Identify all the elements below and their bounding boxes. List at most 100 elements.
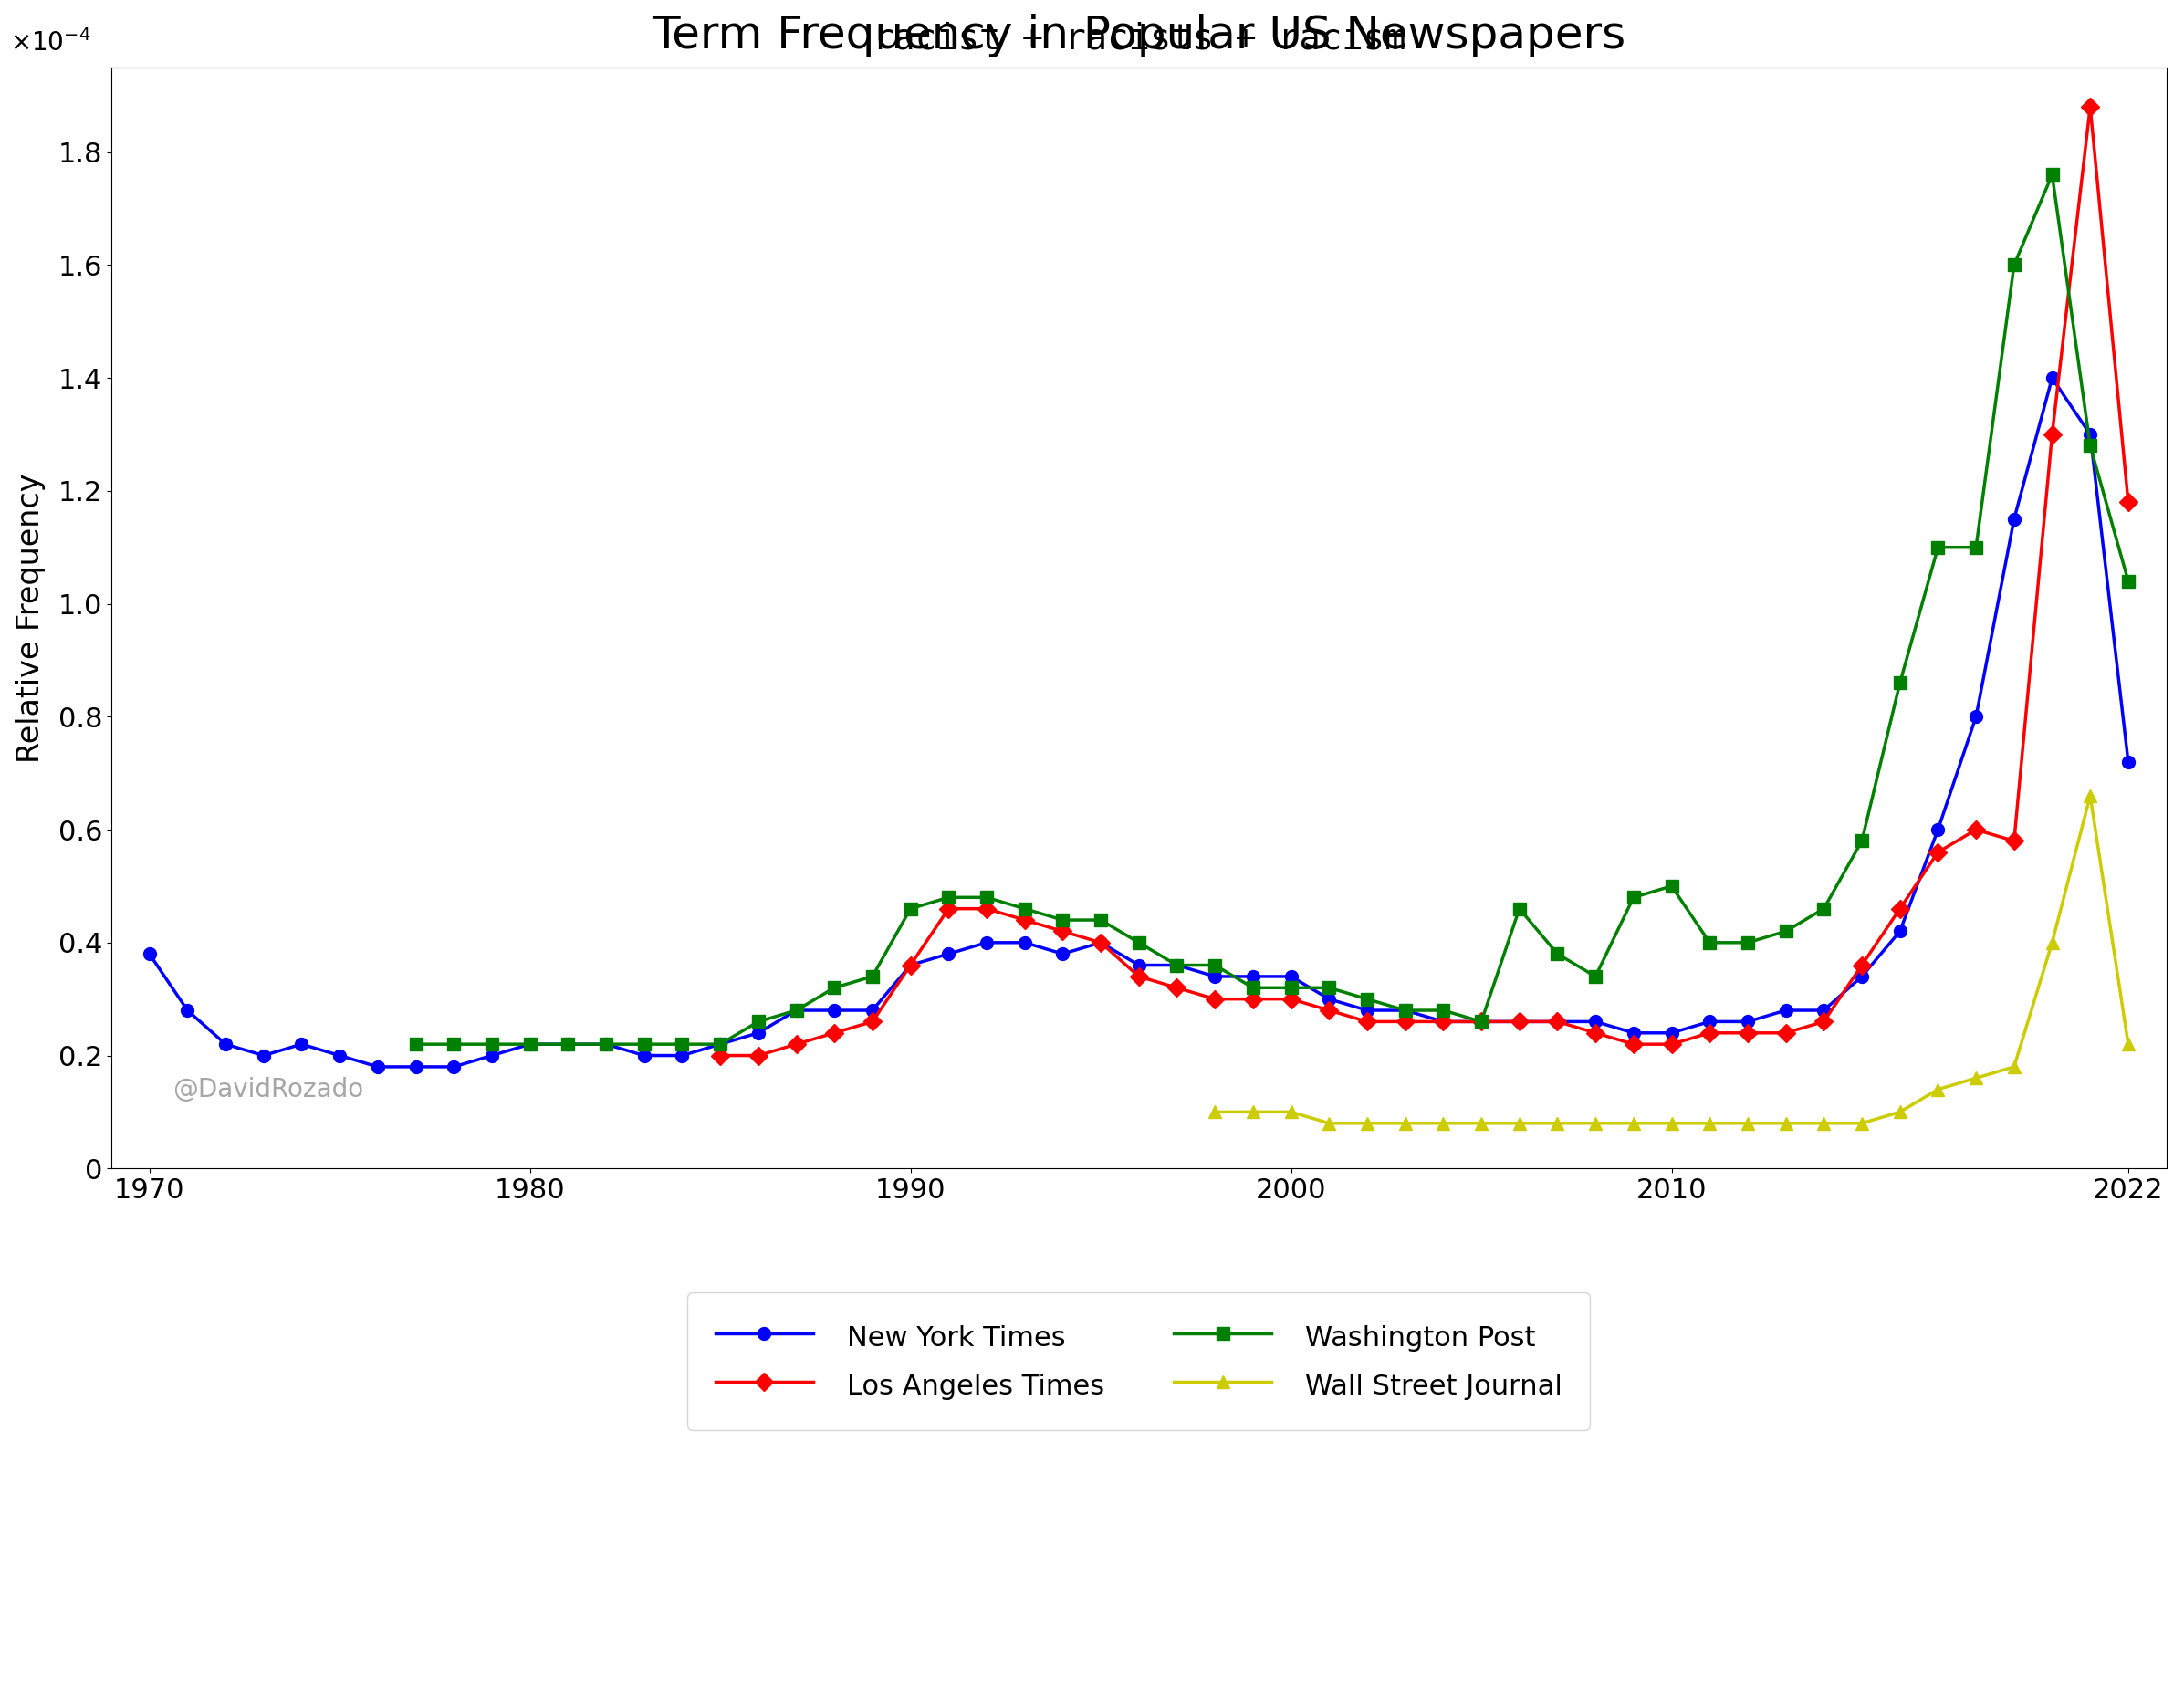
Washington Post bbox=[1125, 932, 1151, 952]
Los Angeles Times bbox=[1051, 922, 1077, 942]
Los Angeles Times bbox=[1354, 1011, 1380, 1031]
Washington Post bbox=[1011, 898, 1037, 918]
Wall Street Journal bbox=[1621, 1113, 1647, 1134]
New York Times bbox=[135, 944, 162, 964]
Wall Street Journal bbox=[1811, 1113, 1837, 1134]
Los Angeles Times bbox=[2001, 831, 2027, 851]
Washington Post bbox=[402, 1034, 428, 1055]
Washington Post bbox=[745, 1011, 771, 1031]
Washington Post bbox=[1924, 537, 1950, 557]
Washington Post bbox=[1241, 977, 1267, 997]
Los Angeles Times bbox=[1887, 898, 1913, 918]
Los Angeles Times bbox=[745, 1046, 771, 1066]
New York Times bbox=[1468, 1011, 1494, 1031]
Y-axis label: Relative Frequency: Relative Frequency bbox=[15, 473, 46, 764]
Wall Street Journal bbox=[1924, 1080, 1950, 1100]
Los Angeles Times bbox=[1963, 819, 1990, 839]
Washington Post bbox=[821, 977, 847, 997]
Washington Post bbox=[1621, 888, 1647, 908]
Washington Post bbox=[784, 1001, 810, 1021]
Wall Street Journal bbox=[1773, 1113, 1800, 1134]
Los Angeles Times bbox=[935, 898, 961, 918]
Wall Street Journal bbox=[1278, 1102, 1304, 1122]
Wall Street Journal bbox=[1544, 1113, 1570, 1134]
Los Angeles Times bbox=[1011, 910, 1037, 930]
Los Angeles Times bbox=[1507, 1011, 1533, 1031]
Text: @DavidRozado: @DavidRozado bbox=[173, 1076, 365, 1102]
New York Times bbox=[365, 1056, 391, 1076]
Los Angeles Times bbox=[1278, 989, 1304, 1009]
Washington Post bbox=[441, 1034, 467, 1055]
Washington Post bbox=[2114, 572, 2140, 592]
Washington Post bbox=[1811, 898, 1837, 918]
Los Angeles Times bbox=[2114, 493, 2140, 513]
Washington Post bbox=[555, 1034, 581, 1055]
Text: racist + racists + racism: racist + racists + racism bbox=[871, 22, 1406, 57]
Washington Post bbox=[1544, 944, 1570, 964]
Los Angeles Times bbox=[1544, 1011, 1570, 1031]
Los Angeles Times bbox=[1125, 967, 1151, 987]
Los Angeles Times bbox=[974, 898, 1000, 918]
Los Angeles Times bbox=[1164, 977, 1190, 997]
Washington Post bbox=[974, 888, 1000, 908]
Wall Street Journal bbox=[1887, 1102, 1913, 1122]
New York Times bbox=[1354, 1001, 1380, 1021]
Los Angeles Times bbox=[1811, 1011, 1837, 1031]
Washington Post bbox=[2001, 256, 2027, 276]
Wall Street Journal bbox=[1431, 1113, 1457, 1134]
Los Angeles Times bbox=[784, 1034, 810, 1055]
Wall Street Journal bbox=[1583, 1113, 1610, 1134]
Wall Street Journal bbox=[2114, 1034, 2140, 1055]
Wall Street Journal bbox=[1848, 1113, 1874, 1134]
Washington Post bbox=[898, 898, 924, 918]
Washington Post bbox=[478, 1034, 505, 1055]
New York Times bbox=[708, 1034, 734, 1055]
Washington Post bbox=[518, 1034, 544, 1055]
Washington Post bbox=[1317, 977, 1343, 997]
Wall Street Journal bbox=[2040, 932, 2066, 952]
Line: Washington Post: Washington Post bbox=[408, 168, 2134, 1051]
Wall Street Journal bbox=[1354, 1113, 1380, 1134]
Washington Post bbox=[1963, 537, 1990, 557]
New York Times bbox=[1697, 1011, 1723, 1031]
Los Angeles Times bbox=[1391, 1011, 1417, 1031]
New York Times bbox=[1317, 989, 1343, 1009]
Los Angeles Times bbox=[858, 1011, 885, 1031]
Wall Street Journal bbox=[1468, 1113, 1494, 1134]
Wall Street Journal bbox=[2001, 1056, 2027, 1076]
Washington Post bbox=[592, 1034, 618, 1055]
Washington Post bbox=[1734, 932, 1760, 952]
Washington Post bbox=[1354, 989, 1380, 1009]
Los Angeles Times bbox=[1621, 1034, 1647, 1055]
Washington Post bbox=[858, 967, 885, 987]
Title: Term Frequency in Popular US Newspapers: Term Frequency in Popular US Newspapers bbox=[651, 13, 1625, 57]
Wall Street Journal bbox=[1658, 1113, 1684, 1134]
New York Times bbox=[1431, 1011, 1457, 1031]
Washington Post bbox=[1391, 1001, 1417, 1021]
Wall Street Journal bbox=[1241, 1102, 1267, 1122]
Los Angeles Times bbox=[1848, 955, 1874, 976]
Los Angeles Times bbox=[708, 1046, 734, 1066]
Washington Post bbox=[1773, 922, 1800, 942]
Washington Post bbox=[631, 1034, 657, 1055]
Wall Street Journal bbox=[1317, 1113, 1343, 1134]
Washington Post bbox=[1507, 898, 1533, 918]
Los Angeles Times bbox=[1431, 1011, 1457, 1031]
Los Angeles Times bbox=[1088, 932, 1114, 952]
Washington Post bbox=[1201, 955, 1227, 976]
Wall Street Journal bbox=[1391, 1113, 1417, 1134]
Washington Post bbox=[708, 1034, 734, 1055]
Wall Street Journal bbox=[1697, 1113, 1723, 1134]
Los Angeles Times bbox=[2077, 98, 2103, 118]
Wall Street Journal bbox=[1201, 1102, 1227, 1122]
Washington Post bbox=[1278, 977, 1304, 997]
Washington Post bbox=[1887, 673, 1913, 693]
Los Angeles Times bbox=[1924, 843, 1950, 863]
Los Angeles Times bbox=[821, 1023, 847, 1043]
Los Angeles Times bbox=[1734, 1023, 1760, 1043]
Washington Post bbox=[1088, 910, 1114, 930]
Los Angeles Times bbox=[1773, 1023, 1800, 1043]
Los Angeles Times bbox=[2040, 424, 2066, 444]
Washington Post bbox=[1468, 1011, 1494, 1031]
Washington Post bbox=[1583, 967, 1610, 987]
